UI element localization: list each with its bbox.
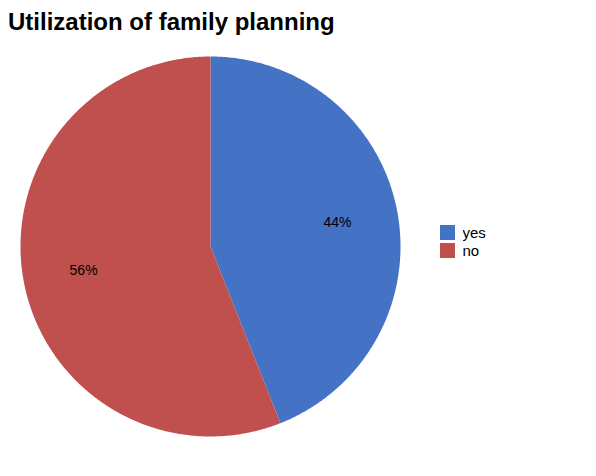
svg-text:56%: 56% xyxy=(70,262,98,278)
svg-text:44%: 44% xyxy=(323,214,351,230)
html-text:yes: yes xyxy=(462,224,486,242)
html-text:Utilization of family planning: Utilization of family planning xyxy=(8,8,335,35)
html-text:no: no xyxy=(462,242,480,260)
